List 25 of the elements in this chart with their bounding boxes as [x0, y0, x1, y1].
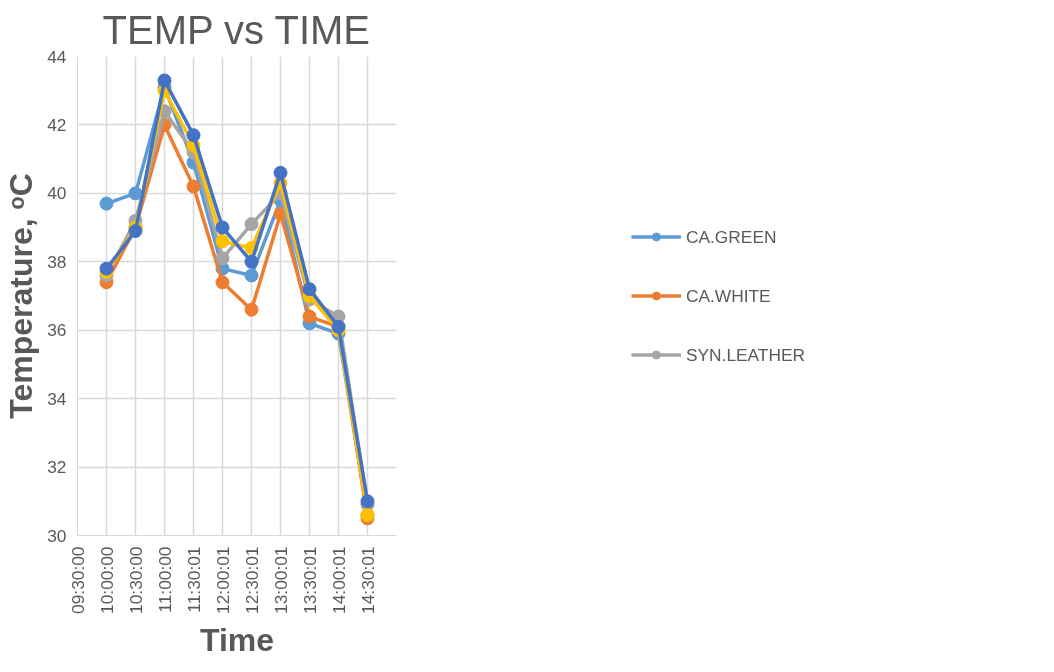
- legend-label: SYN.LEATHER: [685, 344, 806, 365]
- y-tick-label: 34: [47, 388, 67, 409]
- y-tick-label: 32: [47, 457, 67, 478]
- chart-title: TEMP vs TIME: [102, 7, 371, 52]
- x-tick-label: 09:30:00: [67, 546, 88, 614]
- x-tick-label: 13:30:01: [299, 546, 320, 614]
- x-tick-label: 14:30:01: [357, 546, 378, 614]
- x-tick-label: 10:00:00: [96, 546, 117, 614]
- legend-label: CA.GREEN: [685, 226, 777, 247]
- x-axis-title: Time: [199, 621, 275, 658]
- y-axis-title: Temperature, ᵒC: [3, 173, 40, 419]
- x-tick-label: 12:00:01: [212, 546, 233, 614]
- x-tick-label: 13:00:01: [270, 546, 291, 614]
- x-tick-label: 14:00:01: [328, 546, 349, 614]
- x-tick-label: 11:30:01: [183, 546, 204, 613]
- y-tick-label: 40: [47, 183, 67, 204]
- y-tick-label: 38: [47, 251, 67, 272]
- y-tick-label: 30: [47, 525, 67, 546]
- legend-label: CA.WHITE: [685, 285, 771, 306]
- y-tick-label: 44: [47, 46, 67, 67]
- x-tick-label: 10:30:00: [125, 546, 146, 614]
- x-tick-label: 12:30:01: [241, 546, 262, 614]
- y-tick-label: 36: [47, 320, 67, 341]
- y-tick-label: 42: [47, 114, 67, 135]
- x-tick-label: 11:00:00: [154, 546, 175, 613]
